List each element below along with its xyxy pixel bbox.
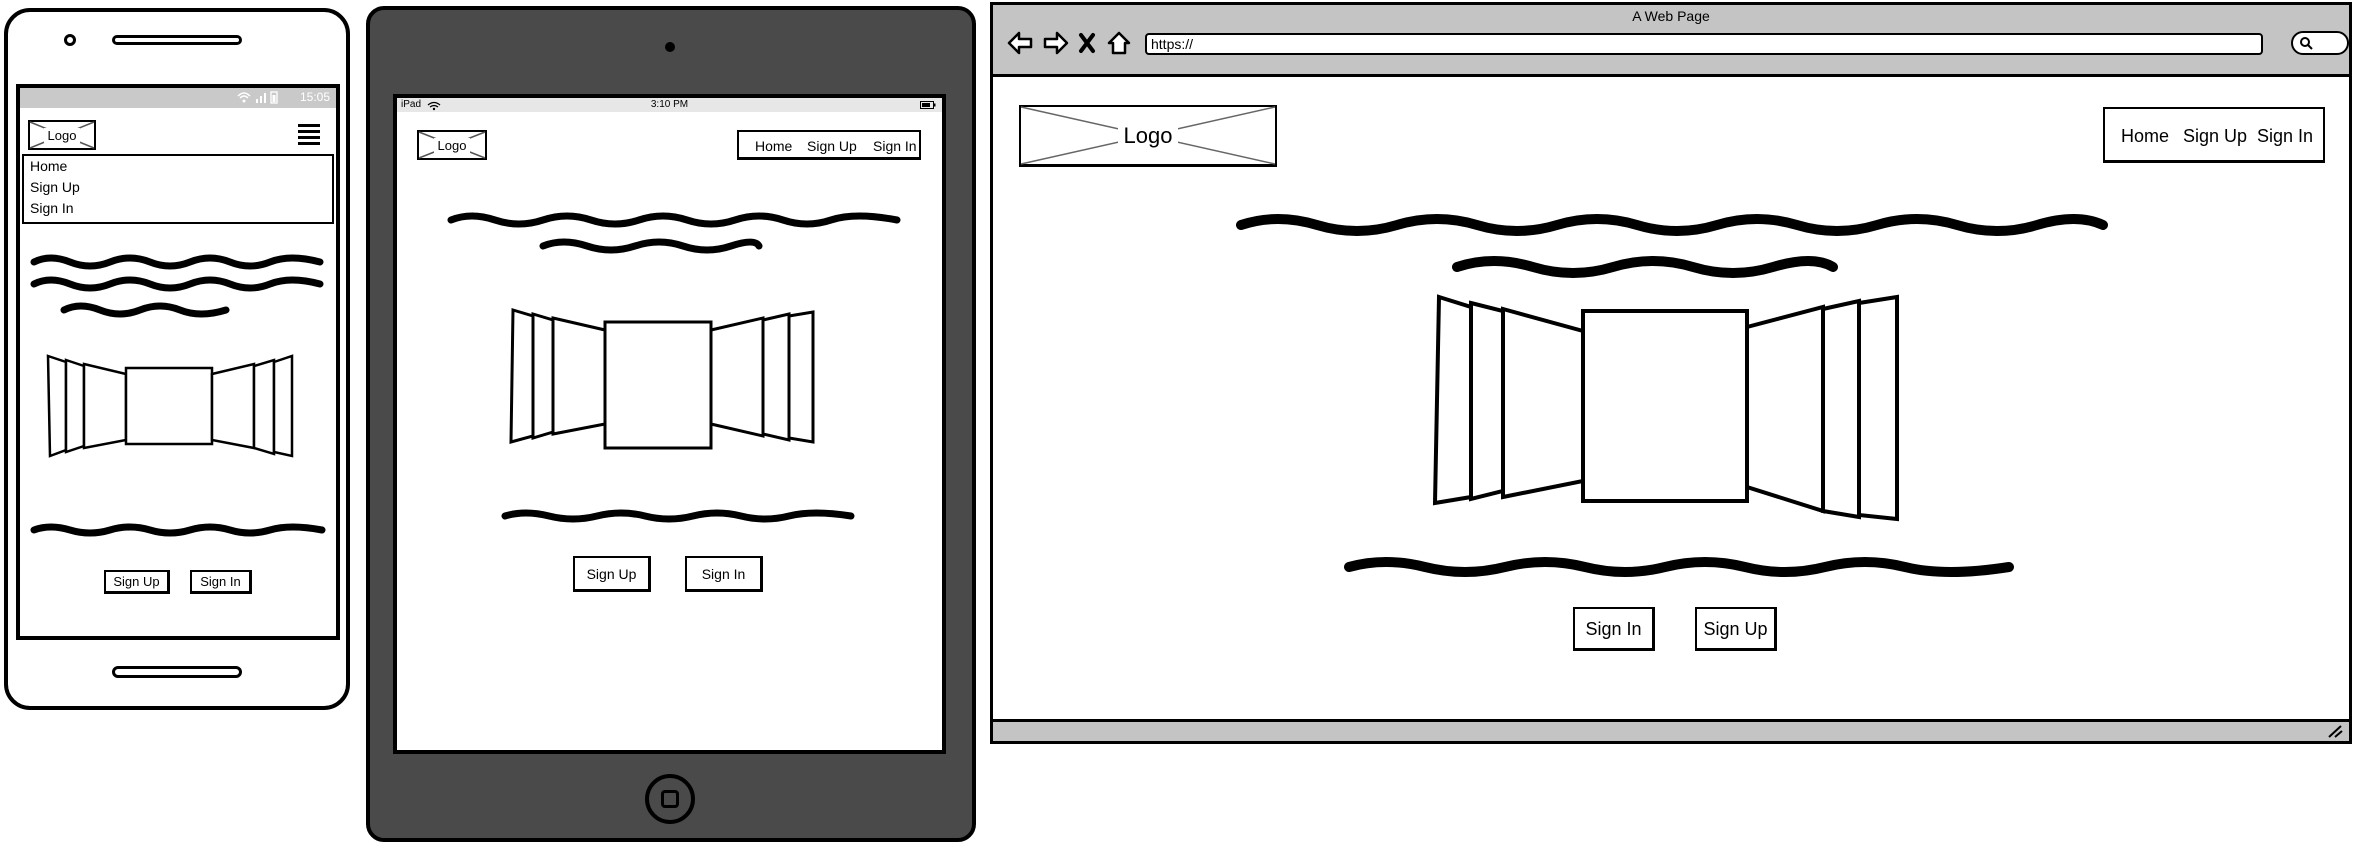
phone-sign-in-button[interactable]: Sign In: [190, 570, 252, 594]
browser-window-title: A Web Page: [1632, 8, 1710, 24]
browser-nav-bar: Home Sign Up Sign In: [2103, 107, 2325, 163]
browser-search-field[interactable]: [2291, 31, 2349, 55]
tablet-sign-up-button[interactable]: Sign Up: [573, 556, 651, 592]
phone-scribble-caption: [30, 523, 326, 537]
tablet-scribble-caption: [501, 509, 855, 523]
battery-icon: [270, 91, 278, 104]
tablet-nav-bar: Home Sign Up Sign In: [737, 130, 921, 160]
wifi-icon: [237, 91, 278, 104]
browser-nav-sign-up[interactable]: Sign Up: [2183, 126, 2248, 146]
phone-screen: 15:05 Logo Home Sign Up Sign In Sign Up …: [16, 84, 340, 640]
back-arrow-icon: [1007, 31, 1033, 55]
tablet-image-carousel[interactable]: [509, 306, 839, 450]
tablet-logo[interactable]: Logo: [417, 130, 487, 160]
phone-dropdown-menu: Home Sign Up Sign In: [22, 154, 334, 224]
browser-status-bar: [993, 719, 2349, 741]
browser-url-input[interactable]: https://: [1145, 33, 2263, 55]
phone-scribble-text: [30, 254, 324, 318]
resize-grip-icon[interactable]: [2327, 724, 2343, 738]
phone-home-bar[interactable]: [112, 666, 242, 678]
tablet-nav-sign-up[interactable]: Sign Up: [807, 138, 857, 154]
phone-logo-label: Logo: [44, 128, 80, 143]
phone-logo[interactable]: Logo: [28, 120, 96, 150]
tablet-nav-home[interactable]: Home: [755, 138, 793, 154]
phone-sign-up-button[interactable]: Sign Up: [104, 570, 170, 594]
browser-toolbar: A Web Page https://: [993, 5, 2349, 77]
tablet-status-device: iPad: [401, 99, 422, 110]
tablet-screen: iPad 3:10 PM Logo Home Sign Up Sign In: [393, 94, 946, 754]
browser-image-carousel[interactable]: [1432, 291, 1923, 522]
hamburger-menu-icon[interactable]: [298, 124, 320, 146]
browser-window: A Web Page https:// Logo: [990, 2, 2352, 744]
phone-menu-item-sign-up[interactable]: Sign Up: [30, 179, 80, 195]
tablet-logo-label: Logo: [434, 138, 470, 153]
phone-menu-item-sign-in[interactable]: Sign In: [30, 200, 74, 216]
phone-image-carousel[interactable]: [46, 350, 316, 462]
forward-arrow-icon: [1043, 31, 1069, 55]
wifi-icon: [427, 101, 441, 111]
browser-scribble-text: [1236, 214, 2108, 278]
phone-status-icons: [236, 90, 280, 107]
phone-status-time: 15:05: [299, 90, 330, 104]
tablet-nav-sign-in[interactable]: Sign In: [873, 138, 917, 154]
browser-nav-controls: [1007, 31, 1131, 55]
browser-scribble-caption: [1344, 557, 2014, 577]
search-icon: [2300, 37, 2313, 50]
tablet-camera: [665, 42, 675, 52]
close-icon: [1079, 33, 1095, 53]
browser-nav-home[interactable]: Home: [2121, 126, 2170, 146]
phone-speaker: [112, 35, 242, 45]
tablet-sign-in-button[interactable]: Sign In: [685, 556, 763, 592]
home-icon: [1107, 31, 1131, 55]
browser-sign-in-button[interactable]: Sign In: [1573, 607, 1655, 651]
browser-logo[interactable]: Logo: [1019, 105, 1277, 167]
browser-sign-up-button[interactable]: Sign Up: [1695, 607, 1777, 651]
tablet-home-button-icon[interactable]: [645, 774, 695, 824]
signal-icon: [256, 93, 266, 103]
tablet-status-time: 3:10 PM: [650, 99, 689, 110]
phone-menu-item-home[interactable]: Home: [30, 158, 68, 174]
battery-icon: [920, 101, 936, 109]
phone-status-bar: 15:05: [20, 88, 336, 108]
phone-camera: [64, 34, 76, 46]
tablet-scribble-text: [447, 212, 901, 254]
tablet-status-bar: iPad 3:10 PM: [397, 98, 942, 112]
browser-nav-sign-in[interactable]: Sign In: [2257, 126, 2314, 146]
browser-logo-label: Logo: [1118, 123, 1178, 149]
